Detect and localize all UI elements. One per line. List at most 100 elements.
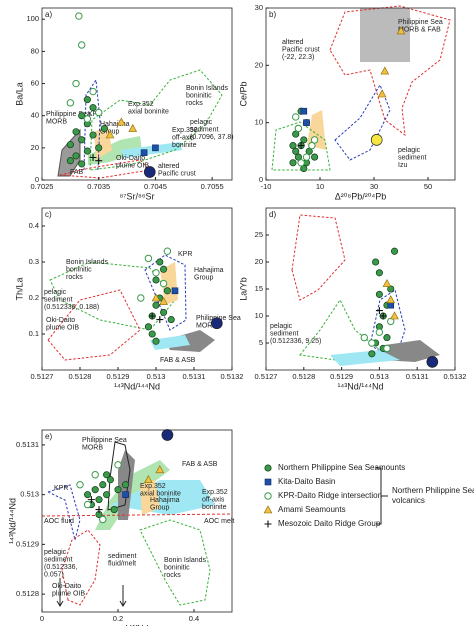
axial-boninite-field	[88, 136, 142, 165]
x-tick-label: 0.4	[189, 614, 199, 623]
annotation: axial boninite	[128, 108, 169, 115]
annotation: KPR	[54, 485, 68, 492]
point	[148, 330, 156, 338]
point	[426, 356, 439, 368]
legend-item: KPR-Daito Ridge intersection	[264, 491, 382, 500]
point	[89, 104, 97, 112]
y-tick-label: 25	[255, 230, 263, 239]
y-axis-label: Ce/Pb	[238, 81, 248, 106]
point	[375, 290, 383, 298]
annotation: AOC melt	[204, 518, 234, 525]
x-axis-label: ¹⁴³Nd/¹⁴⁴Nd	[337, 381, 383, 391]
x-tick-label: 30	[370, 182, 378, 191]
annotation: sediment	[44, 296, 72, 303]
annotation: (0.7096, 37.8)	[190, 134, 234, 141]
point	[292, 130, 300, 138]
point	[386, 295, 396, 304]
annotation: pelagic	[270, 323, 293, 330]
x-axis-label: ⁸⁷Sr/⁸⁶Sr	[119, 191, 154, 201]
point	[167, 316, 175, 324]
x-axis-label: Δ²⁰⁸Pb/²⁰⁴Pb	[335, 191, 386, 201]
aoc-line	[41, 513, 233, 517]
annotation: pelagic	[190, 119, 213, 126]
y-tick-label: 100	[26, 14, 39, 23]
point	[302, 153, 311, 161]
point	[83, 96, 91, 104]
x-tick-label: 0.5132	[221, 372, 244, 381]
x-tick-label: 0.7045	[144, 182, 167, 191]
legend-marker	[264, 520, 272, 528]
plot-frame	[41, 7, 233, 181]
point	[122, 481, 130, 489]
panel-title: e)	[45, 432, 52, 441]
point	[128, 123, 138, 132]
kpr-field	[144, 254, 187, 331]
point	[382, 278, 392, 287]
point	[148, 312, 156, 320]
kpr-field	[46, 484, 81, 541]
y-tick-label: 5	[259, 338, 263, 347]
point	[72, 128, 80, 136]
annotation: Oki-Daito	[52, 583, 81, 590]
point	[95, 496, 103, 504]
point	[72, 79, 80, 88]
point	[152, 144, 159, 152]
legend-marker	[264, 464, 272, 472]
legend-group-label: Northern Philippine Sea	[392, 486, 474, 495]
y-tick-label: 20	[255, 60, 263, 69]
bonin-field	[89, 69, 223, 171]
off-axis-field	[110, 480, 215, 515]
x-tick-label: 0.5127	[255, 372, 278, 381]
annotation: Bonin Islands	[66, 259, 109, 266]
y-tick-label: 0.513	[20, 490, 39, 499]
point	[377, 89, 387, 98]
x-axis-label: Hf/Nd	[125, 623, 148, 626]
point	[83, 500, 92, 509]
legend-marker	[264, 478, 272, 486]
off-axis-field	[330, 350, 400, 366]
morb-field	[107, 441, 131, 511]
point	[76, 480, 84, 489]
point	[143, 166, 156, 178]
x-tick-label: 0.7025	[31, 182, 54, 191]
point	[114, 461, 122, 469]
annotation: boninite	[202, 504, 227, 511]
point	[91, 471, 99, 479]
point	[105, 130, 115, 139]
y-tick-label: 10	[255, 311, 263, 320]
annotation: off-axis	[172, 134, 195, 141]
x-tick-label: 0.7055	[201, 182, 224, 191]
annotation: Hahajima	[100, 121, 130, 128]
legend-label: Northern Philippine Sea Seamounts	[278, 463, 405, 472]
point	[294, 124, 303, 133]
x-axis-label: ¹⁴³Nd/¹⁴⁴Nd	[114, 381, 160, 391]
point	[297, 142, 305, 150]
point	[66, 99, 75, 107]
point	[100, 125, 108, 133]
annotation: Bonin Islands	[164, 557, 207, 564]
annotation: plume OIB	[52, 590, 85, 597]
point	[117, 117, 126, 126]
annotation: Philippine Sea	[82, 437, 127, 444]
annotation: sediment	[190, 126, 218, 133]
x-tick-label: 0.7035	[87, 182, 110, 191]
point	[370, 134, 383, 146]
x-tick-label: 0.5129	[330, 372, 353, 381]
point	[300, 107, 308, 115]
point	[152, 269, 160, 277]
point	[95, 108, 103, 117]
point	[78, 41, 86, 49]
panel-title: a)	[45, 10, 52, 19]
point	[75, 12, 83, 20]
annotation: Group	[150, 504, 170, 511]
legend-item: Kita-Daito Basin	[264, 477, 335, 486]
annotation: sediment	[44, 556, 72, 563]
oib-field	[329, 5, 451, 137]
annotation: rocks	[66, 274, 83, 281]
y-tick-label: 10	[255, 118, 263, 127]
point	[83, 115, 92, 123]
plot-frame	[265, 7, 456, 181]
y-tick-label: 20	[255, 257, 263, 266]
point	[99, 515, 107, 524]
annotation: boninitic	[186, 92, 212, 99]
